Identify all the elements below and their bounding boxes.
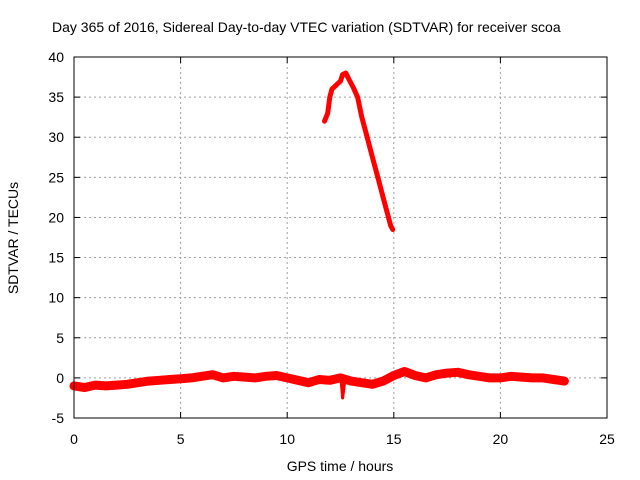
tick-labels: 0 5 10 15 20 25 -5 0 5 10 15 20 25 30 35 40 xyxy=(48,49,615,447)
data-point xyxy=(328,378,332,382)
y-tick-label: 5 xyxy=(56,330,64,346)
x-tick-label: 5 xyxy=(177,431,185,447)
grid-lines xyxy=(74,57,607,418)
data-point xyxy=(360,381,364,385)
data-point xyxy=(83,386,87,389)
data-point xyxy=(391,228,395,231)
y-tick-label: 40 xyxy=(48,49,64,65)
data-point xyxy=(340,384,344,388)
data-point xyxy=(189,376,193,380)
y-axis-label: SDTVAR / TECUs xyxy=(5,182,21,294)
data-point xyxy=(136,381,140,385)
data-point xyxy=(339,79,342,83)
x-tick-label: 15 xyxy=(386,431,402,447)
data-point xyxy=(466,373,470,377)
data-point xyxy=(434,373,438,377)
axis-ticks xyxy=(73,56,608,419)
data-point xyxy=(341,73,345,77)
data-point xyxy=(377,179,381,183)
data-point xyxy=(179,377,183,381)
x-tick-label: 0 xyxy=(70,431,78,447)
data-point xyxy=(371,382,374,386)
data-point xyxy=(326,111,330,115)
data-point xyxy=(125,382,129,386)
data-point xyxy=(157,378,161,382)
data-point xyxy=(488,376,492,380)
data-point xyxy=(381,379,385,383)
data-point xyxy=(232,374,236,378)
x-axis-label: GPS time / hours xyxy=(287,458,394,474)
data-point xyxy=(552,378,556,381)
data-point xyxy=(328,95,332,99)
data-point xyxy=(368,147,372,151)
data-point xyxy=(392,374,396,377)
data-point xyxy=(243,375,247,379)
y-tick-label: -5 xyxy=(52,410,65,426)
plot-border xyxy=(73,56,608,419)
chart-title: Day 365 of 2016, Sidereal Day-to-day VTE… xyxy=(52,19,561,35)
y-tick-label: 30 xyxy=(48,129,64,145)
data-point xyxy=(341,396,345,400)
y-tick-label: 0 xyxy=(56,370,64,386)
x-tick-label: 20 xyxy=(493,431,509,447)
data-point xyxy=(385,211,389,215)
data-point xyxy=(477,374,481,378)
data-point xyxy=(530,376,534,380)
data-point xyxy=(296,378,300,382)
data-point xyxy=(168,378,172,381)
data-point xyxy=(264,374,268,378)
data-point xyxy=(349,379,353,383)
data-point xyxy=(541,376,545,380)
data-point xyxy=(317,378,321,381)
y-tick-label: 15 xyxy=(48,250,64,266)
x-tick-label: 10 xyxy=(279,431,295,447)
data-point xyxy=(253,376,257,380)
data-point xyxy=(323,119,326,123)
y-tick-label: 10 xyxy=(48,290,64,306)
data-point xyxy=(360,115,364,119)
data-point xyxy=(364,131,368,135)
data-point xyxy=(403,370,406,373)
data-point xyxy=(562,379,566,383)
data-point xyxy=(115,383,119,387)
data-point xyxy=(373,163,377,167)
data-point xyxy=(93,383,97,387)
data-point xyxy=(285,376,289,380)
x-tick-label: 25 xyxy=(599,431,615,447)
data-point xyxy=(389,224,393,227)
data-point xyxy=(221,376,225,380)
data-point xyxy=(330,87,334,91)
data-point xyxy=(445,371,449,375)
data-point xyxy=(104,384,108,388)
data-point xyxy=(344,71,348,75)
data-point xyxy=(147,379,151,383)
data-point xyxy=(381,195,385,199)
data-point xyxy=(339,374,342,378)
data-point xyxy=(498,376,502,380)
data-point xyxy=(509,374,513,378)
data-series xyxy=(69,70,569,400)
data-point xyxy=(347,78,351,81)
data-point xyxy=(200,374,204,378)
data-point xyxy=(351,86,355,89)
data-point xyxy=(211,373,215,377)
data-point xyxy=(334,83,338,87)
data-point xyxy=(343,378,347,382)
data-point xyxy=(520,375,524,379)
data-point xyxy=(307,381,310,385)
y-tick-label: 20 xyxy=(48,209,64,225)
y-tick-label: 25 xyxy=(48,169,64,185)
y-tick-label: 35 xyxy=(48,89,64,105)
data-point xyxy=(342,388,346,392)
data-point xyxy=(424,376,428,380)
data-point xyxy=(413,374,417,377)
data-point xyxy=(275,374,278,377)
data-point xyxy=(456,370,460,374)
data-point xyxy=(356,95,360,99)
